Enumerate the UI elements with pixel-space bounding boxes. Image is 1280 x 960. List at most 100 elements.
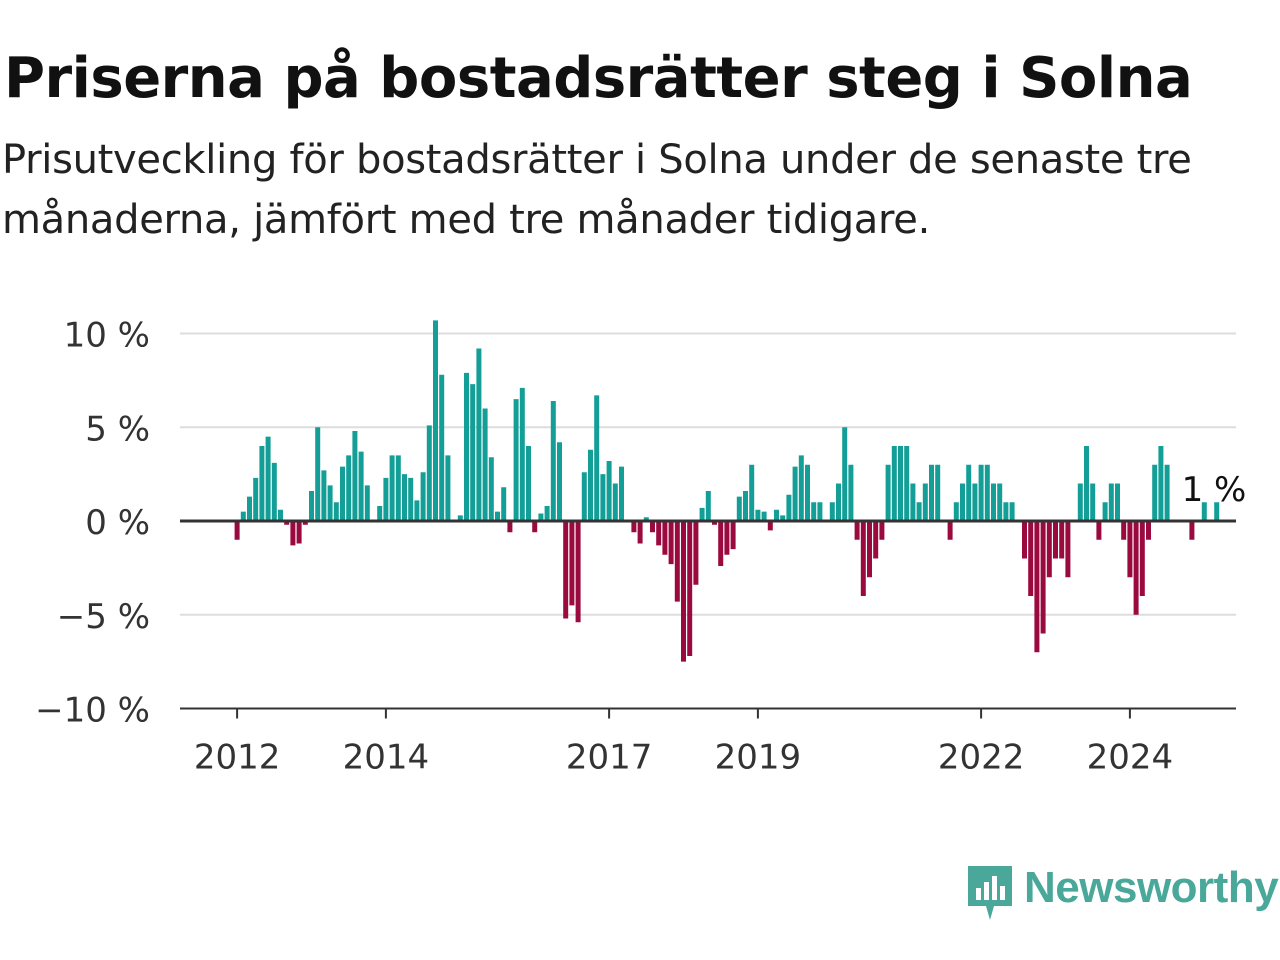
bar bbox=[575, 521, 581, 623]
bar bbox=[786, 494, 792, 521]
bar bbox=[972, 483, 978, 521]
bar bbox=[836, 483, 841, 521]
bar bbox=[557, 442, 562, 521]
bar bbox=[960, 483, 965, 521]
x-tick-label: 2014 bbox=[343, 738, 430, 778]
bar bbox=[271, 462, 277, 522]
bar bbox=[687, 521, 693, 656]
bar bbox=[1152, 464, 1158, 521]
gridlines bbox=[180, 332, 1236, 616]
bar bbox=[439, 374, 445, 521]
bar bbox=[1164, 464, 1170, 521]
bar bbox=[538, 513, 544, 521]
bar bbox=[1046, 521, 1052, 578]
bar bbox=[1102, 502, 1108, 521]
bar bbox=[1146, 521, 1151, 540]
bar bbox=[867, 521, 872, 578]
newsworthy-logo-icon bbox=[968, 866, 1012, 920]
bar bbox=[910, 483, 916, 521]
bar bbox=[674, 521, 680, 602]
bar bbox=[724, 521, 730, 555]
annotations: 1 % bbox=[1182, 470, 1247, 510]
bar bbox=[637, 521, 643, 544]
bar bbox=[1084, 446, 1089, 521]
bar bbox=[408, 477, 414, 522]
bar bbox=[1214, 502, 1220, 521]
bar bbox=[321, 470, 327, 522]
bar bbox=[457, 515, 463, 522]
bar bbox=[736, 496, 742, 522]
x-tick-label: 2012 bbox=[194, 738, 281, 778]
brand-name: Newsworthy bbox=[1024, 863, 1279, 912]
bar bbox=[247, 496, 252, 522]
bar bbox=[953, 502, 959, 521]
bar bbox=[991, 483, 996, 521]
bar bbox=[420, 472, 426, 521]
bar bbox=[780, 515, 786, 522]
bar bbox=[1034, 521, 1040, 653]
bar bbox=[718, 521, 724, 566]
bar bbox=[526, 446, 531, 521]
bar bbox=[966, 464, 972, 521]
bar bbox=[904, 446, 910, 521]
bar bbox=[1040, 521, 1046, 634]
bar bbox=[476, 348, 482, 521]
last-value-label: 1 % bbox=[1182, 470, 1247, 510]
bar bbox=[668, 521, 674, 565]
bar bbox=[1059, 521, 1065, 559]
bar bbox=[879, 521, 885, 540]
x-tick-label: 2017 bbox=[566, 738, 653, 778]
bar bbox=[377, 506, 383, 521]
bar bbox=[916, 502, 922, 521]
bar bbox=[1158, 446, 1164, 521]
bar bbox=[1028, 521, 1034, 596]
bar bbox=[507, 521, 513, 533]
bar bbox=[829, 502, 835, 521]
x-tick-label: 2019 bbox=[715, 738, 802, 778]
bar bbox=[302, 521, 308, 525]
bar bbox=[656, 521, 662, 546]
bar bbox=[296, 521, 302, 544]
bar bbox=[544, 506, 550, 521]
bar bbox=[395, 455, 401, 522]
bar bbox=[947, 521, 953, 540]
bar bbox=[767, 521, 773, 531]
bar bbox=[1053, 521, 1058, 559]
y-tick-label: 5 % bbox=[85, 409, 150, 449]
bar bbox=[600, 474, 606, 522]
bar bbox=[346, 455, 352, 522]
bar bbox=[619, 466, 624, 522]
bar bbox=[1003, 502, 1009, 521]
bar bbox=[898, 446, 903, 521]
bar bbox=[352, 431, 358, 521]
bar bbox=[563, 521, 569, 619]
bar bbox=[383, 477, 389, 522]
bar bbox=[309, 491, 314, 521]
bar bbox=[513, 399, 519, 522]
bar bbox=[284, 521, 290, 525]
bar bbox=[693, 521, 699, 585]
chart-title: Priserna på bostadsrätter steg i Solna bbox=[4, 46, 1193, 111]
bar bbox=[569, 521, 575, 606]
bar bbox=[755, 509, 761, 521]
bar bbox=[470, 384, 476, 522]
bar bbox=[730, 521, 736, 550]
bar bbox=[1133, 521, 1139, 615]
bar bbox=[482, 408, 488, 521]
y-tick-label: −10 % bbox=[35, 691, 150, 731]
bar bbox=[612, 483, 618, 521]
bar bbox=[929, 464, 934, 521]
bar bbox=[550, 401, 556, 521]
y-tick-label: 0 % bbox=[85, 503, 150, 543]
bar bbox=[1096, 521, 1102, 540]
bar bbox=[749, 464, 755, 521]
bar bbox=[358, 451, 364, 522]
bar bbox=[631, 521, 637, 533]
bar bbox=[445, 455, 451, 522]
chart-subtitle: Prisutveckling för bostadsrätter i Solna… bbox=[2, 137, 1192, 243]
bar bbox=[643, 517, 649, 521]
bar bbox=[848, 464, 854, 521]
bar bbox=[278, 509, 283, 521]
bar bbox=[1189, 521, 1195, 540]
bar bbox=[922, 483, 928, 521]
